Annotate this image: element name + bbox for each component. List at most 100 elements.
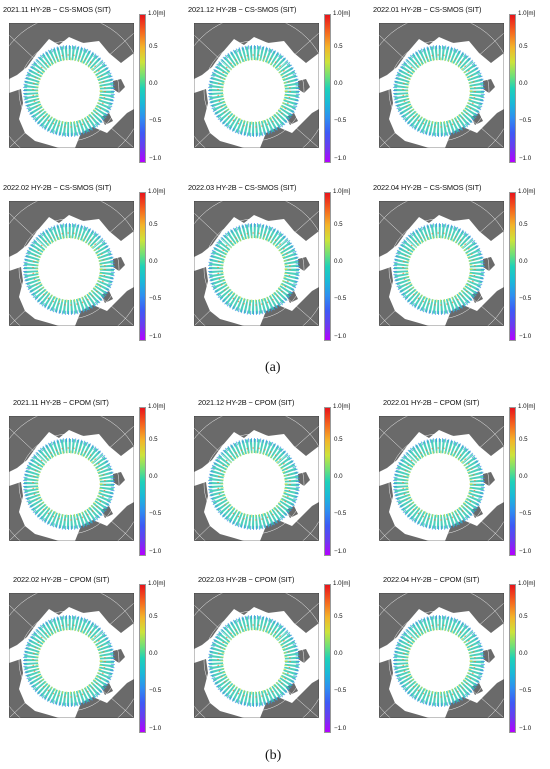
colorbar-tick: −0.5 [334, 295, 347, 302]
colorbar-unit: 1.0[m] [333, 10, 351, 17]
panel-title: 2022.03 HY-2B − CPOM (SIT) [198, 575, 295, 584]
panel-title: 2022.01 HY-2B − CS-SMOS (SIT) [373, 5, 482, 14]
colorbar-unit: 1.0[m] [148, 188, 166, 195]
panel-title: 2021.12 HY-2B − CPOM (SIT) [198, 398, 295, 407]
colorbar-tick: −1.0 [149, 155, 162, 162]
panel-title: 2022.04 HY-2B − CS-SMOS (SIT) [373, 183, 482, 192]
colorbar [324, 14, 331, 163]
colorbar-tick: −0.5 [334, 687, 347, 694]
colorbar-unit: 1.0[m] [518, 403, 536, 410]
colorbar-tick: −1.0 [334, 548, 347, 555]
panel-title: 2022.01 HY-2B − CPOM (SIT) [383, 398, 480, 407]
colorbar-tick: −1.0 [334, 725, 347, 732]
colorbar-unit: 1.0[m] [518, 188, 536, 195]
colorbar-tick: −1.0 [519, 725, 532, 732]
colorbar [139, 14, 146, 163]
subfigure-label-a: (a) [265, 360, 281, 375]
polar-map [194, 593, 319, 718]
colorbar-tick: 0.0 [334, 80, 343, 87]
colorbar-tick: 0.5 [149, 221, 158, 228]
polar-map [9, 201, 134, 326]
polar-map [194, 201, 319, 326]
map-panel: 2022.04 HY-2B − CPOM (SIT) 1.0[m] 0.5 0.… [373, 575, 548, 735]
colorbar-tick: −0.5 [334, 510, 347, 517]
polar-map [9, 593, 134, 718]
polar-map [379, 593, 504, 718]
colorbar-tick: −1.0 [149, 333, 162, 340]
polar-map [379, 23, 504, 148]
panel-title: 2022.02 HY-2B − CS-SMOS (SIT) [3, 183, 112, 192]
colorbar-tick: 0.5 [519, 221, 528, 228]
map-panel: 2021.11 HY-2B − CPOM (SIT) 1.0[m] 0.5 0.… [3, 398, 178, 558]
colorbar-unit: 1.0[m] [333, 580, 351, 587]
colorbar-tick: −1.0 [519, 548, 532, 555]
map-panel: 2022.04 HY-2B − CS-SMOS (SIT) 1.0[m] 0.5… [373, 183, 548, 343]
map-panel: 2021.12 HY-2B − CS-SMOS (SIT) 1.0[m] 0.5… [188, 5, 363, 165]
polar-map [379, 416, 504, 541]
colorbar-unit: 1.0[m] [518, 580, 536, 587]
colorbar [509, 192, 516, 341]
colorbar-unit: 1.0[m] [148, 580, 166, 587]
colorbar [509, 584, 516, 733]
colorbar-tick: 0.0 [149, 80, 158, 87]
colorbar [139, 407, 146, 556]
colorbar-tick: 0.5 [334, 436, 343, 443]
panel-title: 2022.03 HY-2B − CS-SMOS (SIT) [188, 183, 297, 192]
colorbar-tick: 0.0 [519, 650, 528, 657]
colorbar-tick: −0.5 [334, 117, 347, 124]
map-panel: 2022.02 HY-2B − CS-SMOS (SIT) 1.0[m] 0.5… [3, 183, 178, 343]
map-panel: 2022.02 HY-2B − CPOM (SIT) 1.0[m] 0.5 0.… [3, 575, 178, 735]
colorbar-tick: 0.0 [519, 258, 528, 265]
colorbar-tick: −1.0 [519, 333, 532, 340]
colorbar-tick: 0.5 [149, 43, 158, 50]
colorbar [324, 192, 331, 341]
colorbar [139, 192, 146, 341]
colorbar-tick: −0.5 [519, 117, 532, 124]
polar-map [194, 23, 319, 148]
colorbar-unit: 1.0[m] [148, 10, 166, 17]
colorbar [324, 584, 331, 733]
colorbar-unit: 1.0[m] [518, 10, 536, 17]
colorbar-tick: 0.0 [334, 473, 343, 480]
colorbar-unit: 1.0[m] [148, 403, 166, 410]
colorbar-tick: 0.0 [519, 473, 528, 480]
subfigure-label-b: (b) [265, 748, 282, 763]
colorbar-unit: 1.0[m] [333, 403, 351, 410]
colorbar-tick: 0.5 [519, 43, 528, 50]
panel-title: 2022.02 HY-2B − CPOM (SIT) [13, 575, 110, 584]
colorbar-tick: −0.5 [149, 510, 162, 517]
colorbar-tick: 0.0 [149, 473, 158, 480]
colorbar-tick: 0.5 [334, 43, 343, 50]
map-panel: 2022.03 HY-2B − CPOM (SIT) 1.0[m] 0.5 0.… [188, 575, 363, 735]
colorbar-tick: −1.0 [149, 725, 162, 732]
colorbar [139, 584, 146, 733]
colorbar-tick: 0.5 [334, 221, 343, 228]
map-panel: 2022.01 HY-2B − CPOM (SIT) 1.0[m] 0.5 0.… [373, 398, 548, 558]
colorbar-tick: −1.0 [334, 333, 347, 340]
polar-map [379, 201, 504, 326]
panel-title: 2021.11 HY-2B − CPOM (SIT) [13, 398, 109, 407]
polar-map [9, 416, 134, 541]
colorbar-tick: 0.5 [519, 613, 528, 620]
colorbar-tick: −0.5 [519, 510, 532, 517]
colorbar-tick: −0.5 [519, 687, 532, 694]
colorbar-tick: −0.5 [519, 295, 532, 302]
colorbar-tick: 0.0 [334, 258, 343, 265]
colorbar-tick: −1.0 [334, 155, 347, 162]
polar-map [9, 23, 134, 148]
map-panel: 2022.03 HY-2B − CS-SMOS (SIT) 1.0[m] 0.5… [188, 183, 363, 343]
colorbar-tick: 0.0 [149, 258, 158, 265]
colorbar-tick: 0.5 [334, 613, 343, 620]
colorbar-tick: −0.5 [149, 687, 162, 694]
colorbar-unit: 1.0[m] [333, 188, 351, 195]
panel-title: 2021.11 HY-2B − CS-SMOS (SIT) [3, 5, 111, 14]
colorbar-tick: −0.5 [149, 295, 162, 302]
colorbar-tick: 0.5 [519, 436, 528, 443]
panel-title: 2021.12 HY-2B − CS-SMOS (SIT) [188, 5, 297, 14]
colorbar-tick: 0.0 [519, 80, 528, 87]
colorbar-tick: 0.5 [149, 436, 158, 443]
colorbar-tick: −0.5 [149, 117, 162, 124]
colorbar-tick: 0.0 [149, 650, 158, 657]
colorbar [509, 14, 516, 163]
colorbar-tick: −1.0 [519, 155, 532, 162]
